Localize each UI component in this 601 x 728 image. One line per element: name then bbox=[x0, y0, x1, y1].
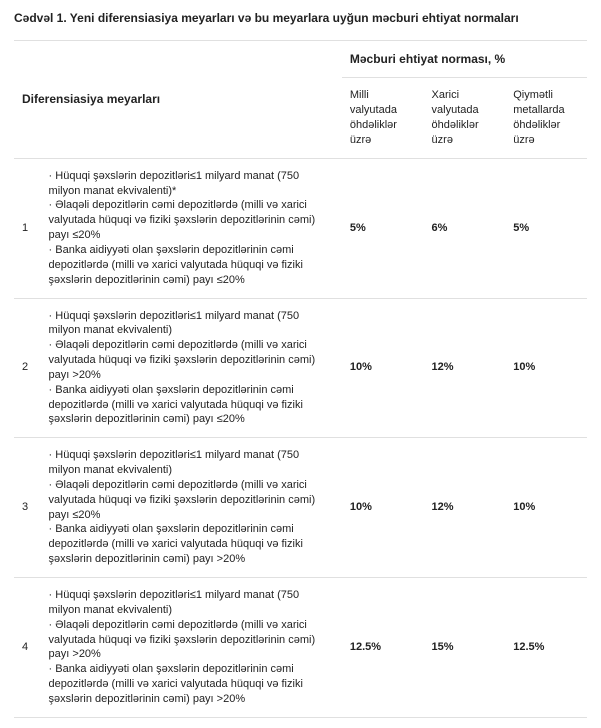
table-row: 1· Hüquqi şəxslərin depozitləri≤1 milyar… bbox=[14, 158, 587, 298]
reserve-norms-table: Diferensiasiya meyarları Məcburi ehtiyat… bbox=[14, 40, 587, 718]
row-criteria: · Hüquqi şəxslərin depozitləri≤1 milyard… bbox=[41, 158, 342, 298]
row-national: 10% bbox=[342, 438, 424, 578]
th-criteria: Diferensiasiya meyarları bbox=[14, 41, 342, 159]
row-criteria: · Hüquqi şəxslərin depozitləri≤1 milyard… bbox=[41, 578, 342, 718]
table-caption: Cədvəl 1. Yeni diferensiasiya meyarları … bbox=[14, 10, 587, 26]
row-national: 12.5% bbox=[342, 578, 424, 718]
row-metals: 12.5% bbox=[505, 578, 587, 718]
row-index: 4 bbox=[14, 578, 41, 718]
table-row: 4· Hüquqi şəxslərin depozitləri≤1 milyar… bbox=[14, 578, 587, 718]
table-row: 3· Hüquqi şəxslərin depozitləri≤1 milyar… bbox=[14, 438, 587, 578]
th-foreign: Xarici valyutada öhdəliklər üzrə bbox=[424, 78, 506, 158]
row-foreign: 6% bbox=[424, 158, 506, 298]
row-foreign: 15% bbox=[424, 578, 506, 718]
row-index: 1 bbox=[14, 158, 41, 298]
th-metals: Qiymətli metallarda öhdəliklər üzrə bbox=[505, 78, 587, 158]
th-group: Məcburi ehtiyat norması, % bbox=[342, 41, 587, 78]
row-metals: 10% bbox=[505, 298, 587, 438]
row-national: 5% bbox=[342, 158, 424, 298]
row-index: 3 bbox=[14, 438, 41, 578]
row-metals: 5% bbox=[505, 158, 587, 298]
row-index: 2 bbox=[14, 298, 41, 438]
row-national: 10% bbox=[342, 298, 424, 438]
table-row: 2· Hüquqi şəxslərin depozitləri≤1 milyar… bbox=[14, 298, 587, 438]
row-criteria: · Hüquqi şəxslərin depozitləri≤1 milyard… bbox=[41, 438, 342, 578]
th-national: Milli valyutada öhdəliklər üzrə bbox=[342, 78, 424, 158]
row-foreign: 12% bbox=[424, 438, 506, 578]
row-foreign: 12% bbox=[424, 298, 506, 438]
row-metals: 10% bbox=[505, 438, 587, 578]
row-criteria: · Hüquqi şəxslərin depozitləri≤1 milyard… bbox=[41, 298, 342, 438]
